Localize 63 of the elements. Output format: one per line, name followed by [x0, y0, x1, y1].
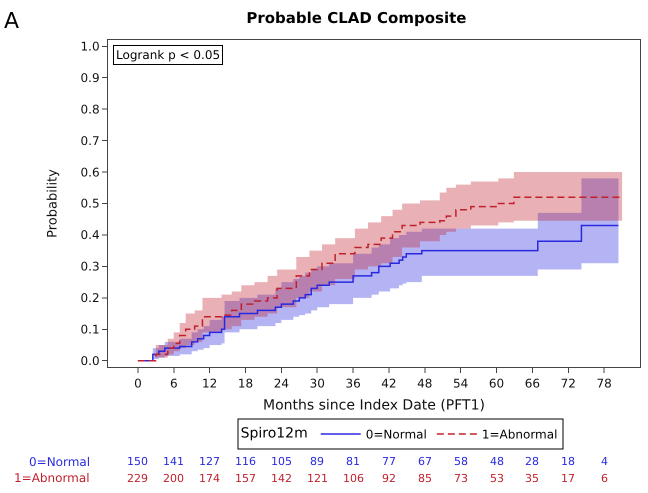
text: 89 [310, 455, 324, 468]
text: 17 [561, 472, 575, 485]
y-tick-label: 0.8 [80, 102, 100, 116]
x-tick-label: 42 [381, 376, 397, 390]
text: 105 [271, 455, 292, 468]
y-tick-label: 0.1 [80, 322, 100, 336]
text: 28 [525, 455, 539, 468]
x-tick-label: 78 [596, 376, 612, 390]
x-tick-label: 66 [524, 376, 540, 390]
y-tick-label: 0.9 [80, 70, 100, 85]
x-tick-label: 6 [170, 376, 178, 390]
text: 6 [601, 472, 608, 485]
text: 1=Abnormal [14, 471, 90, 485]
text: 58 [454, 455, 468, 468]
text: 18 [561, 455, 575, 468]
text: 81 [346, 455, 360, 468]
x-tick-label: 0 [134, 376, 142, 390]
y-tick-label: 0.2 [80, 291, 100, 306]
y-axis-title: Probability [45, 168, 60, 238]
x-tick-label: 60 [488, 376, 504, 390]
text: 141 [163, 455, 184, 468]
text: 73 [454, 472, 468, 485]
text: 229 [127, 472, 148, 485]
annotation: Logrank p < 0.05 [116, 48, 220, 62]
text: 200 [163, 472, 184, 485]
text: 116 [235, 455, 256, 468]
text: 157 [235, 472, 256, 485]
text: 106 [343, 472, 364, 485]
legend-title: Spiro12m [240, 426, 308, 442]
chart-title: Probable CLAD Composite [246, 8, 466, 27]
text: 127 [199, 455, 220, 468]
x-tick-label: 36 [345, 376, 361, 390]
x-tick-label: 54 [453, 376, 468, 390]
legend-label: 1=Abnormal [482, 428, 558, 442]
y-tick-label: 0.4 [80, 228, 100, 242]
text: 142 [271, 472, 292, 485]
y-tick-label: 1.0 [80, 39, 100, 54]
text: 92 [382, 472, 396, 485]
text: 48 [490, 455, 504, 468]
text: 4 [601, 455, 608, 468]
text: 67 [418, 455, 432, 468]
text: 53 [490, 472, 504, 485]
y-tick-label: 0.3 [80, 260, 100, 274]
text: 77 [382, 455, 396, 468]
x-tick-label: 48 [417, 376, 432, 390]
text: 85 [418, 472, 432, 485]
text: A [4, 9, 20, 34]
text: 150 [127, 455, 148, 468]
legend-label: 0=Normal [366, 428, 427, 442]
y-tick-label: 0.0 [80, 354, 100, 368]
x-tick-label: 24 [274, 376, 289, 390]
text: 35 [525, 472, 539, 485]
x-tick-label: 12 [202, 376, 218, 390]
text: 121 [307, 472, 328, 485]
y-tick-label: 0.6 [80, 165, 100, 180]
text: 0=Normal [29, 455, 90, 469]
y-tick-label: 0.7 [80, 134, 100, 148]
x-tick-label: 18 [238, 376, 254, 390]
x-tick-label: 72 [560, 376, 576, 390]
text: 174 [199, 472, 220, 485]
x-tick-label: 30 [310, 376, 325, 390]
x-axis-title: Months since Index Date (PFT1) [263, 398, 485, 414]
y-tick-label: 0.5 [80, 196, 100, 211]
